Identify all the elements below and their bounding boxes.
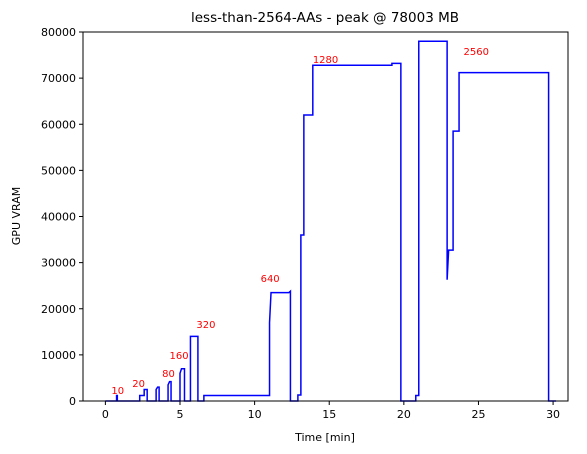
y-tick-label: 40000: [41, 211, 76, 224]
annotation: 10: [111, 386, 124, 397]
plot-frame: [82, 31, 569, 402]
x-tick-label: 30: [546, 408, 560, 421]
x-tick-label: 15: [322, 408, 336, 421]
chart-title: less-than-2564-AAs - peak @ 78003 MB: [191, 10, 459, 26]
y-tick-label: 0: [69, 395, 76, 408]
y-tick-label: 50000: [41, 164, 76, 177]
annotation: 2560: [464, 47, 489, 58]
annotation: 80: [162, 369, 175, 380]
annotation: 20: [132, 379, 145, 390]
y-tick-label: 30000: [41, 257, 76, 270]
x-tick-label: 5: [177, 408, 184, 421]
x-tick-label: 0: [102, 408, 109, 421]
data-line: [105, 40, 557, 402]
y-tick-label: 20000: [41, 303, 76, 316]
y-tick-label: 70000: [41, 72, 76, 85]
annotation: 320: [196, 320, 215, 331]
x-tick-label: 10: [248, 408, 262, 421]
annotation: 160: [170, 351, 189, 362]
y-axis-label: GPU VRAM: [10, 187, 23, 245]
y-tick-label: 80000: [41, 26, 76, 39]
annotation: 640: [261, 274, 280, 285]
y-tick-label: 10000: [41, 349, 76, 362]
annotation: 1280: [313, 55, 338, 66]
x-tick-label: 20: [397, 408, 411, 421]
x-axis-label: Time [min]: [294, 431, 355, 444]
x-tick-label: 25: [471, 408, 485, 421]
y-tick-label: 60000: [41, 118, 76, 131]
